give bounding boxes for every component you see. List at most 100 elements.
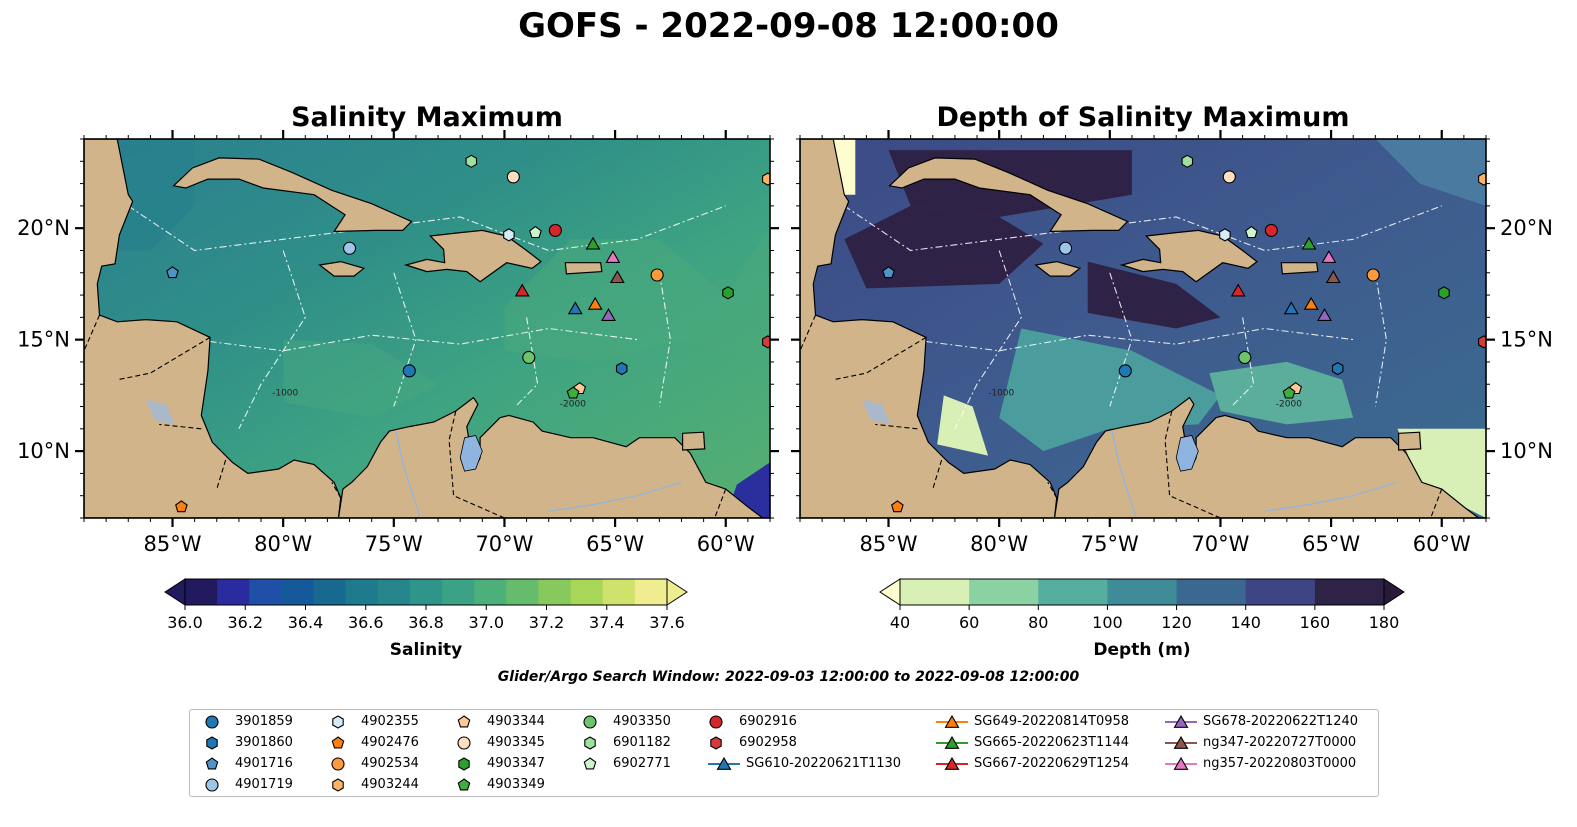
left-lon-tick-label: 65°W [586, 532, 644, 556]
legend-symbol [583, 757, 597, 770]
marker-SG610-20220621T1130 [1283, 301, 1299, 315]
right-country-border [1164, 410, 1221, 518]
legend-marker-SG667-20220629T1254 [944, 756, 960, 770]
legend-marker-4902355 [332, 715, 344, 729]
high-salinity-patch [283, 339, 439, 418]
legend-label: 4902355 [361, 714, 419, 729]
legend-marker-6902771 [583, 757, 597, 770]
legend-marker-4903350 [583, 715, 597, 729]
marker-SG649-20220814T0958 [587, 296, 603, 310]
legend-symbol [708, 756, 740, 770]
marker-6902916 [548, 223, 562, 237]
left-country-border [331, 482, 342, 499]
marker-6902958 [1478, 335, 1486, 349]
legend-marker-ng357-20220803T0000 [1173, 756, 1189, 770]
right-eez-boundary [1109, 272, 1133, 407]
marker-SG610-20220621T1130 [567, 301, 583, 315]
legend-marker-4901716 [205, 757, 219, 770]
depth-colorbar-segment [1038, 579, 1108, 605]
marker-6902771 [529, 225, 542, 239]
right-land-puertoRico [1280, 262, 1319, 275]
depth-colorbar-outline [899, 578, 1385, 606]
right-country-border [1047, 482, 1058, 499]
right-river [1111, 430, 1137, 518]
legend-marker-4903349 [457, 778, 471, 791]
marker-6902958 [762, 335, 770, 349]
marker-SG678-20220622T1240 [601, 307, 616, 321]
marker-6901182 [465, 154, 478, 168]
left-lat-tick-label: 10°N [17, 439, 70, 463]
marker-4901716 [882, 266, 895, 279]
legend-symbol [458, 757, 470, 771]
right-lake-nicaragua [862, 399, 891, 425]
marker-3901860 [1331, 361, 1344, 376]
left-eez-boundary [393, 272, 417, 407]
salinity-colorbar-segment [506, 579, 539, 605]
salinity-colorbar-label: Salinity [389, 640, 463, 660]
marker-4903347 [722, 286, 734, 300]
platform-legend: 3901859 3901860 4901716 4901719 4902355 49024… [189, 709, 1379, 797]
left-country-border [117, 336, 211, 381]
left-map-area: -1000 -2000 [84, 139, 770, 518]
right-country-border [875, 423, 918, 430]
marker-ng357-20220803T0000 [605, 250, 621, 263]
salinity-colorbar-segment [474, 579, 507, 605]
legend-label: 6902958 [739, 735, 797, 750]
marker-4903350 [522, 350, 536, 365]
salinity-colorbar-segment [570, 579, 604, 605]
marker-4901719 [342, 241, 357, 255]
marker-ng347-20220727T0000 [609, 270, 625, 284]
legend-label: SG610-20220621T1130 [746, 756, 902, 771]
legend-symbol [709, 715, 723, 729]
marker-4903347 [1438, 286, 1450, 300]
left-country-border [448, 410, 505, 518]
left-river [395, 430, 421, 518]
legend-marker-4903347 [458, 757, 470, 771]
marker-SG678-20220622T1240 [1317, 307, 1332, 321]
legend-marker-SG610-20220621T1130 [716, 756, 732, 770]
search-window-note: Glider/Argo Search Window: 2022-09-03 12… [497, 669, 1080, 685]
legend-marker-3901859 [205, 715, 219, 729]
marker-6902771 [1245, 225, 1258, 239]
marker-4903349 [566, 386, 580, 399]
salinity-colorbar-tick-label: 36.8 [408, 613, 444, 632]
right-country-border [1430, 488, 1443, 518]
marker-4901719 [1058, 241, 1073, 255]
salinity-colorbar-tick-label: 37.4 [589, 613, 625, 632]
legend-marker-4903244 [332, 778, 344, 792]
legend-label: 4902476 [361, 735, 419, 750]
legend-label: 4903347 [487, 756, 545, 771]
legend-marker-6902958 [710, 736, 722, 750]
right-lon-tick-label: 80°W [970, 532, 1028, 556]
right-country-border [833, 336, 927, 381]
left-lon-tick-label: 85°W [144, 532, 202, 556]
right-land-jamaica [1034, 260, 1082, 277]
right-land-trinidad [1397, 431, 1422, 451]
legend-label: 6902771 [613, 756, 671, 771]
legend-marker-SG665-20220623T1144 [944, 735, 960, 749]
right-lon-tick-label: 75°W [1081, 532, 1139, 556]
left-lat-tick-label: 20°N [17, 216, 70, 240]
marker-SG667-20220629T1254 [1230, 283, 1246, 297]
right-map-title: Depth of Salinity Maximum [936, 102, 1350, 133]
marker-6902916 [1264, 223, 1278, 237]
legend-symbol [936, 756, 968, 770]
coastal-shallow-patch [937, 395, 989, 456]
marker-4902476 [891, 500, 904, 513]
marker-SG665-20220623T1144 [1301, 236, 1317, 250]
depth-colorbar-tick-label: 180 [1369, 613, 1400, 632]
legend-label: SG667-20220629T1254 [974, 756, 1130, 771]
depth-colorbar-tick-label: 160 [1300, 613, 1331, 632]
salinity-colorbar-extend-high [666, 578, 688, 606]
left-lon-tick-label: 75°W [365, 532, 423, 556]
salinity-colorbar-tick-label: 37.6 [649, 613, 685, 632]
legend-marker-4902534 [331, 757, 345, 771]
salinity-colorbar-segment [602, 579, 636, 605]
high-salinity-tongue [504, 228, 770, 362]
legend-label: 6901182 [613, 735, 671, 750]
left-lat-tick-label: 15°N [17, 328, 70, 352]
salinity-colorbar-segment [185, 579, 218, 605]
depth-colorbar-segment [900, 579, 970, 605]
marker-4903350 [1238, 350, 1252, 365]
right-country-border [932, 459, 943, 490]
